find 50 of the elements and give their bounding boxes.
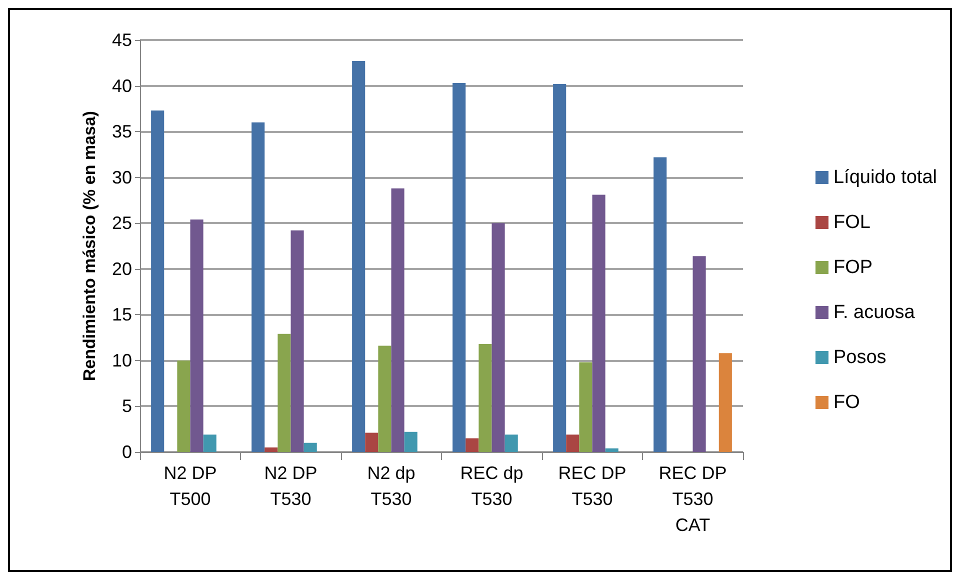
legend-label: FOL <box>833 212 870 233</box>
bar <box>151 110 164 452</box>
y-tick-label: 20 <box>112 258 132 279</box>
bar <box>592 194 606 452</box>
bar <box>452 83 466 452</box>
bar <box>553 84 566 452</box>
y-tick-label: 40 <box>112 76 132 96</box>
y-tick-label: 15 <box>112 304 132 325</box>
bar <box>252 122 265 452</box>
bar <box>177 360 190 452</box>
bar <box>190 219 204 452</box>
bar <box>566 434 580 452</box>
y-tick-label: 45 <box>112 30 132 50</box>
x-tick-label: N2 DP T530 <box>264 463 318 509</box>
bar <box>718 353 732 452</box>
x-tick-label: REC DP T530 CAT <box>658 463 727 535</box>
y-tick-label: 30 <box>112 167 132 188</box>
legend-label: Posos <box>833 347 886 368</box>
bar <box>290 230 304 452</box>
y-tick-label: 5 <box>122 396 132 416</box>
bar <box>365 432 378 452</box>
x-tick-label: REC DP T530 <box>558 463 626 509</box>
bar <box>203 434 216 452</box>
bar <box>391 188 404 452</box>
bar <box>492 223 505 452</box>
bar <box>404 432 418 452</box>
bar <box>304 442 317 452</box>
legend-label: FOP <box>833 257 873 278</box>
y-axis-title: Rendimiento másico (% en masa) <box>80 110 99 382</box>
bar <box>264 447 278 452</box>
x-tick-label: N2 DP T500 <box>164 463 217 509</box>
bar <box>605 448 618 452</box>
legend-label: F. acuosa <box>833 302 916 323</box>
x-tick-label: N2 dp T530 <box>367 463 416 509</box>
y-tick-label: 25 <box>112 213 132 234</box>
legend-label: Líquido total <box>833 167 938 188</box>
legend-label: FO <box>833 392 860 413</box>
bar <box>466 438 479 452</box>
bar <box>504 434 518 452</box>
y-tick-label: 35 <box>112 122 132 142</box>
bar <box>378 346 392 452</box>
x-tick-label: REC dp T530 <box>460 463 524 509</box>
y-tick-label: 10 <box>112 350 132 370</box>
bar <box>478 344 492 452</box>
bar <box>654 157 667 452</box>
bar <box>278 334 291 452</box>
bar <box>352 61 366 452</box>
bar <box>579 362 592 452</box>
bar <box>692 256 706 452</box>
y-tick-label: 0 <box>122 442 132 462</box>
